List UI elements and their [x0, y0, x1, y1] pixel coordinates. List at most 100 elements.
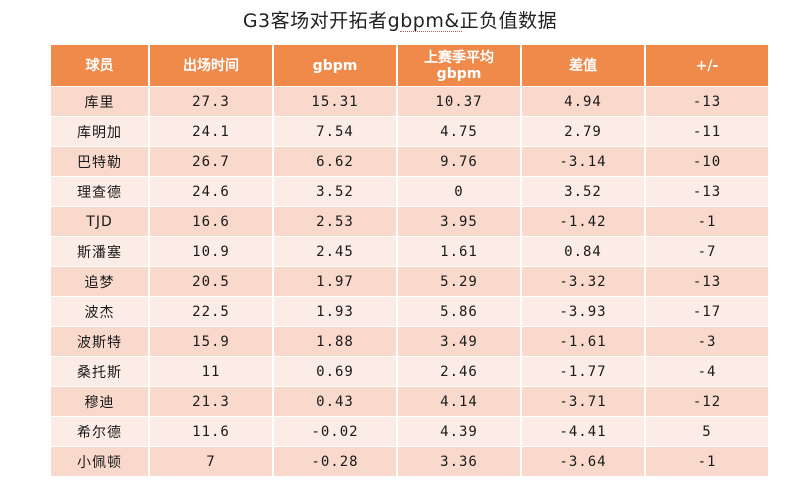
diff-cell: 0.84	[521, 236, 646, 267]
gbpm-cell: 0.69	[273, 356, 398, 387]
table-row: 库里 27.3 15.31 10.37 4.94 -13	[51, 86, 768, 117]
header-last-season-gbpm: 上赛季平均 gbpm	[397, 45, 522, 87]
plus-minus-cell: -13	[645, 86, 768, 117]
minutes-cell: 27.3	[149, 86, 274, 117]
player-name-cell: 库里	[51, 86, 150, 117]
table-row: 斯潘塞 10.9 2.45 1.61 0.84 -7	[51, 236, 768, 267]
table-row: 希尔德 11.6 -0.02 4.39 -4.41 5	[51, 416, 768, 447]
last-season-gbpm-cell: 5.86	[397, 296, 522, 327]
page-title: G3客场对开拓者gbpm&正负值数据	[242, 10, 558, 32]
gbpm-cell: 0.43	[273, 386, 398, 417]
last-season-gbpm-cell: 4.75	[397, 116, 522, 147]
last-season-gbpm-cell: 9.76	[397, 146, 522, 177]
diff-cell: -3.93	[521, 296, 646, 327]
plus-minus-cell: -10	[645, 146, 768, 177]
minutes-cell: 21.3	[149, 386, 274, 417]
diff-cell: -3.32	[521, 266, 646, 297]
diff-cell: 4.94	[521, 86, 646, 117]
player-name-cell: 希尔德	[51, 416, 150, 447]
plus-minus-cell: 5	[645, 416, 768, 447]
plus-minus-cell: -13	[645, 176, 768, 207]
last-season-gbpm-cell: 0	[397, 176, 522, 207]
diff-cell: 2.79	[521, 116, 646, 147]
last-season-gbpm-cell: 1.61	[397, 236, 522, 267]
diff-cell: -3.64	[521, 446, 646, 476]
diff-cell: -1.42	[521, 206, 646, 237]
spellcheck-underline	[400, 31, 462, 32]
header-row: 球员 出场时间 gbpm 上赛季平均 gbpm 差值 +/-	[51, 45, 768, 87]
header-player: 球员	[51, 45, 150, 87]
gbpm-cell: 15.31	[273, 86, 398, 117]
plus-minus-cell: -7	[645, 236, 768, 267]
diff-cell: -4.41	[521, 416, 646, 447]
minutes-cell: 24.1	[149, 116, 274, 147]
player-name-cell: 穆迪	[51, 386, 150, 417]
minutes-cell: 26.7	[149, 146, 274, 177]
gbpm-cell: -0.28	[273, 446, 398, 476]
plus-minus-cell: -17	[645, 296, 768, 327]
table-row: 小佩顿 7 -0.28 3.36 -3.64 -1	[51, 446, 768, 476]
table-row: TJD 16.6 2.53 3.95 -1.42 -1	[51, 206, 768, 237]
player-name-cell: 波杰	[51, 296, 150, 327]
player-name-cell: 桑托斯	[51, 356, 150, 387]
last-season-gbpm-cell: 4.14	[397, 386, 522, 417]
table-row: 波杰 22.5 1.93 5.86 -3.93 -17	[51, 296, 768, 327]
player-name-cell: 小佩顿	[51, 446, 150, 476]
player-name-cell: 库明加	[51, 116, 150, 147]
plus-minus-cell: -11	[645, 116, 768, 147]
header-minutes: 出场时间	[149, 45, 274, 87]
stats-table: 球员 出场时间 gbpm 上赛季平均 gbpm 差值 +/- 库里 27.3 15.31 10.3…	[51, 45, 768, 476]
minutes-cell: 11.6	[149, 416, 274, 447]
gbpm-cell: 6.62	[273, 146, 398, 177]
last-season-gbpm-cell: 4.39	[397, 416, 522, 447]
plus-minus-cell: -12	[645, 386, 768, 417]
minutes-cell: 20.5	[149, 266, 274, 297]
table-row: 巴特勒 26.7 6.62 9.76 -3.14 -10	[51, 146, 768, 177]
diff-cell: -3.71	[521, 386, 646, 417]
last-season-gbpm-cell: 3.36	[397, 446, 522, 476]
table-row: 波斯特 15.9 1.88 3.49 -1.61 -3	[51, 326, 768, 357]
last-season-gbpm-cell: 2.46	[397, 356, 522, 387]
plus-minus-cell: -1	[645, 446, 768, 476]
player-name-cell: 理查德	[51, 176, 150, 207]
minutes-cell: 24.6	[149, 176, 274, 207]
plus-minus-cell: -3	[645, 326, 768, 357]
last-season-gbpm-cell: 3.95	[397, 206, 522, 237]
table-row: 库明加 24.1 7.54 4.75 2.79 -11	[51, 116, 768, 147]
header-gbpm: gbpm	[273, 45, 398, 87]
plus-minus-cell: -4	[645, 356, 768, 387]
diff-cell: -3.14	[521, 146, 646, 177]
last-season-gbpm-cell: 10.37	[397, 86, 522, 117]
plus-minus-cell: -1	[645, 206, 768, 237]
table-row: 桑托斯 11 0.69 2.46 -1.77 -4	[51, 356, 768, 387]
table-row: 穆迪 21.3 0.43 4.14 -3.71 -12	[51, 386, 768, 417]
header-diff: 差值	[521, 45, 646, 87]
gbpm-cell: 7.54	[273, 116, 398, 147]
table-row: 理查德 24.6 3.52 0 3.52 -13	[51, 176, 768, 207]
gbpm-cell: 3.52	[273, 176, 398, 207]
table-body: 库里 27.3 15.31 10.37 4.94 -13 库明加 24.1 7.54 4.75 2.…	[51, 86, 768, 476]
gbpm-cell: 1.93	[273, 296, 398, 327]
header-plus-minus: +/-	[645, 45, 768, 87]
minutes-cell: 7	[149, 446, 274, 476]
player-name-cell: 斯潘塞	[51, 236, 150, 267]
gbpm-cell: 1.88	[273, 326, 398, 357]
gbpm-cell: 2.53	[273, 206, 398, 237]
minutes-cell: 16.6	[149, 206, 274, 237]
last-season-gbpm-cell: 5.29	[397, 266, 522, 297]
diff-cell: 3.52	[521, 176, 646, 207]
minutes-cell: 10.9	[149, 236, 274, 267]
gbpm-cell: -0.02	[273, 416, 398, 447]
minutes-cell: 22.5	[149, 296, 274, 327]
gbpm-cell: 2.45	[273, 236, 398, 267]
table-row: 追梦 20.5 1.97 5.29 -3.32 -13	[51, 266, 768, 297]
gbpm-cell: 1.97	[273, 266, 398, 297]
last-season-gbpm-cell: 3.49	[397, 326, 522, 357]
player-name-cell: 波斯特	[51, 326, 150, 357]
minutes-cell: 15.9	[149, 326, 274, 357]
minutes-cell: 11	[149, 356, 274, 387]
plus-minus-cell: -13	[645, 266, 768, 297]
diff-cell: -1.61	[521, 326, 646, 357]
player-name-cell: 巴特勒	[51, 146, 150, 177]
player-name-cell: TJD	[51, 206, 150, 237]
